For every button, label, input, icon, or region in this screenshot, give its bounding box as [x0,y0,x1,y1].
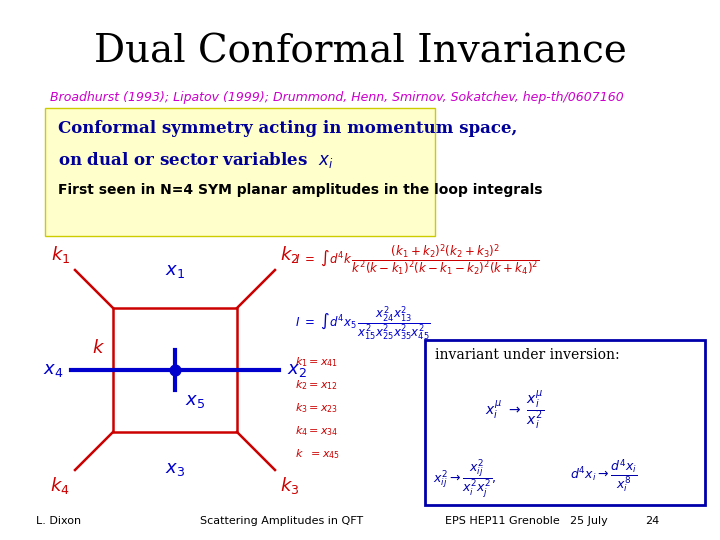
Text: $k_4 = x_{34}$: $k_4 = x_{34}$ [295,424,338,438]
Text: Scattering Amplitudes in QFT: Scattering Amplitudes in QFT [200,516,363,526]
Text: $k_4$: $k_4$ [50,475,70,496]
Text: First seen in N=4 SYM planar amplitudes in the loop integrals: First seen in N=4 SYM planar amplitudes … [58,183,542,197]
Text: $I \ = \ \int d^4x_5 \, \dfrac{x_{24}^2 x_{13}^2}{x_{15}^2 x_{25}^2 x_{35}^2 x_{: $I \ = \ \int d^4x_5 \, \dfrac{x_{24}^2 … [295,305,431,343]
Text: Dual Conformal Invariance: Dual Conformal Invariance [94,33,626,71]
Text: EPS HEP11 Grenoble: EPS HEP11 Grenoble [445,516,559,526]
Text: $x_2$: $x_2$ [287,361,307,379]
Text: $k_3$: $k_3$ [280,475,300,496]
Text: Broadhurst (1993); Lipatov (1999); Drummond, Henn, Smirnov, Sokatchev, hep-th/06: Broadhurst (1993); Lipatov (1999); Drumm… [50,91,624,105]
Text: $k_1 = x_{41}$: $k_1 = x_{41}$ [295,355,338,369]
Point [169,366,181,374]
Text: $x_4$: $x_4$ [42,361,63,379]
Text: L. Dixon: L. Dixon [36,516,81,526]
Text: 24: 24 [645,516,660,526]
Text: $d^4x_i \rightarrow \dfrac{d^4 x_i}{x_i^8}$: $d^4x_i \rightarrow \dfrac{d^4 x_i}{x_i^… [570,458,637,496]
Text: $x_5$: $x_5$ [185,392,205,410]
Text: $k_3 = x_{23}$: $k_3 = x_{23}$ [295,401,338,415]
Text: $k_1$: $k_1$ [50,244,70,265]
Text: $k$: $k$ [92,339,105,357]
Text: $I \ = \ \int d^4k \, \dfrac{(k_1+k_2)^2(k_2+k_3)^2}{k^2(k-k_1)^2(k-k_1-k_2)^2(k: $I \ = \ \int d^4k \, \dfrac{(k_1+k_2)^2… [295,242,539,278]
Bar [425,340,705,505]
Text: 25 July: 25 July [570,516,608,526]
Text: invariant under inversion:: invariant under inversion: [435,348,620,362]
Text: $x_i^\mu \ \rightarrow \ \dfrac{x_i^\mu}{x_i^2}$: $x_i^\mu \ \rightarrow \ \dfrac{x_i^\mu}… [485,388,544,431]
Bar [45,108,435,236]
Text: $k_2$: $k_2$ [280,244,300,265]
Text: $k \ \ = x_{45}$: $k \ \ = x_{45}$ [295,447,340,461]
Text: $x_1$: $x_1$ [165,262,185,280]
Text: $x_{ij}^2 \rightarrow \dfrac{x_{ij}^2}{x_i^2 x_j^2},$: $x_{ij}^2 \rightarrow \dfrac{x_{ij}^2}{x… [433,458,497,501]
Text: $k_2 = x_{12}$: $k_2 = x_{12}$ [295,378,338,392]
Text: $x_3$: $x_3$ [165,460,185,478]
Text: on dual or sector variables  $x_i$: on dual or sector variables $x_i$ [58,150,333,170]
Text: Conformal symmetry acting in momentum space,: Conformal symmetry acting in momentum sp… [58,120,518,137]
